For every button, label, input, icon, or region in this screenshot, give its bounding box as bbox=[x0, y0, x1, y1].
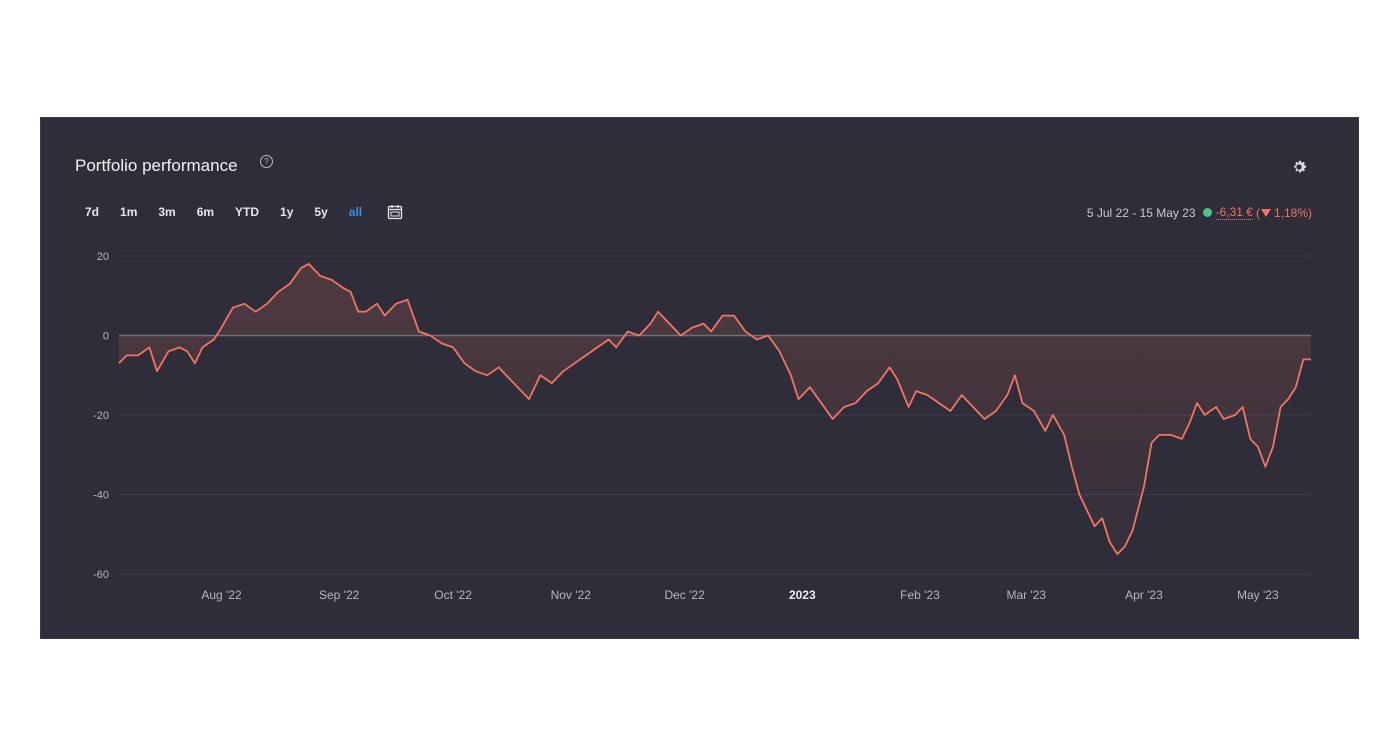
x-tick-label: Mar '23 bbox=[1006, 588, 1046, 602]
calendar-icon[interactable] bbox=[387, 204, 403, 220]
tab-6m[interactable]: 6m bbox=[196, 205, 215, 219]
x-tick-label: Dec '22 bbox=[664, 588, 705, 602]
change-percent-group: ( 1,18%) bbox=[1256, 206, 1312, 220]
x-tick-label: 2023 bbox=[789, 588, 816, 602]
triangle-down-icon bbox=[1260, 208, 1271, 217]
x-tick-label: Aug '22 bbox=[201, 588, 242, 602]
x-tick-label: Nov '22 bbox=[551, 588, 592, 602]
gear-icon[interactable] bbox=[1290, 158, 1308, 176]
x-tick-label: Apr '23 bbox=[1125, 588, 1163, 602]
change-percent: 1,18%) bbox=[1273, 205, 1312, 220]
series-line bbox=[118, 263, 1311, 555]
change-absolute[interactable]: -6,31 € bbox=[1215, 205, 1253, 220]
paren-open: ( bbox=[1255, 205, 1260, 220]
status-dot bbox=[1202, 208, 1212, 217]
x-tick-label: May '23 bbox=[1237, 588, 1279, 602]
y-tick-label: -60 bbox=[93, 569, 109, 581]
tab-1y[interactable]: 1y bbox=[280, 205, 294, 219]
y-tick-label: -40 bbox=[93, 490, 109, 502]
performance-summary: 5 Jul 22 - 15 May 23 -6,31 € ( 1,18%) bbox=[1087, 205, 1312, 220]
y-tick-label: -20 bbox=[93, 410, 109, 422]
y-tick-label: 20 bbox=[97, 251, 109, 263]
x-tick-label: Sep '22 bbox=[319, 588, 360, 602]
y-tick-label: 0 bbox=[103, 331, 109, 343]
question-circle-icon[interactable]: ? bbox=[260, 155, 273, 168]
x-tick-label: Oct '22 bbox=[434, 588, 472, 602]
tab-3m[interactable]: 3m bbox=[158, 205, 176, 219]
performance-panel: Portfolio performance ? 7d 1m 3m 6m YTD … bbox=[40, 117, 1359, 639]
tab-ytd[interactable]: YTD bbox=[235, 205, 260, 219]
range-tabs: 7d 1m 3m 6m YTD 1y 5y all bbox=[85, 204, 403, 220]
x-tick-label: Feb '23 bbox=[900, 588, 940, 602]
date-range: 5 Jul 22 - 15 May 23 bbox=[1086, 205, 1196, 220]
tab-1m[interactable]: 1m bbox=[120, 205, 138, 219]
page-title: Portfolio performance bbox=[75, 156, 238, 175]
tab-5y[interactable]: 5y bbox=[314, 205, 328, 219]
tab-all[interactable]: all bbox=[348, 205, 363, 219]
series-area bbox=[119, 263, 1311, 555]
performance-chart[interactable]: 20 0 -20 -40 -60 Aug '22 Sep '22 Oct '22 Nov '22… bbox=[41, 118, 1358, 638]
tab-7d[interactable]: 7d bbox=[85, 205, 100, 219]
